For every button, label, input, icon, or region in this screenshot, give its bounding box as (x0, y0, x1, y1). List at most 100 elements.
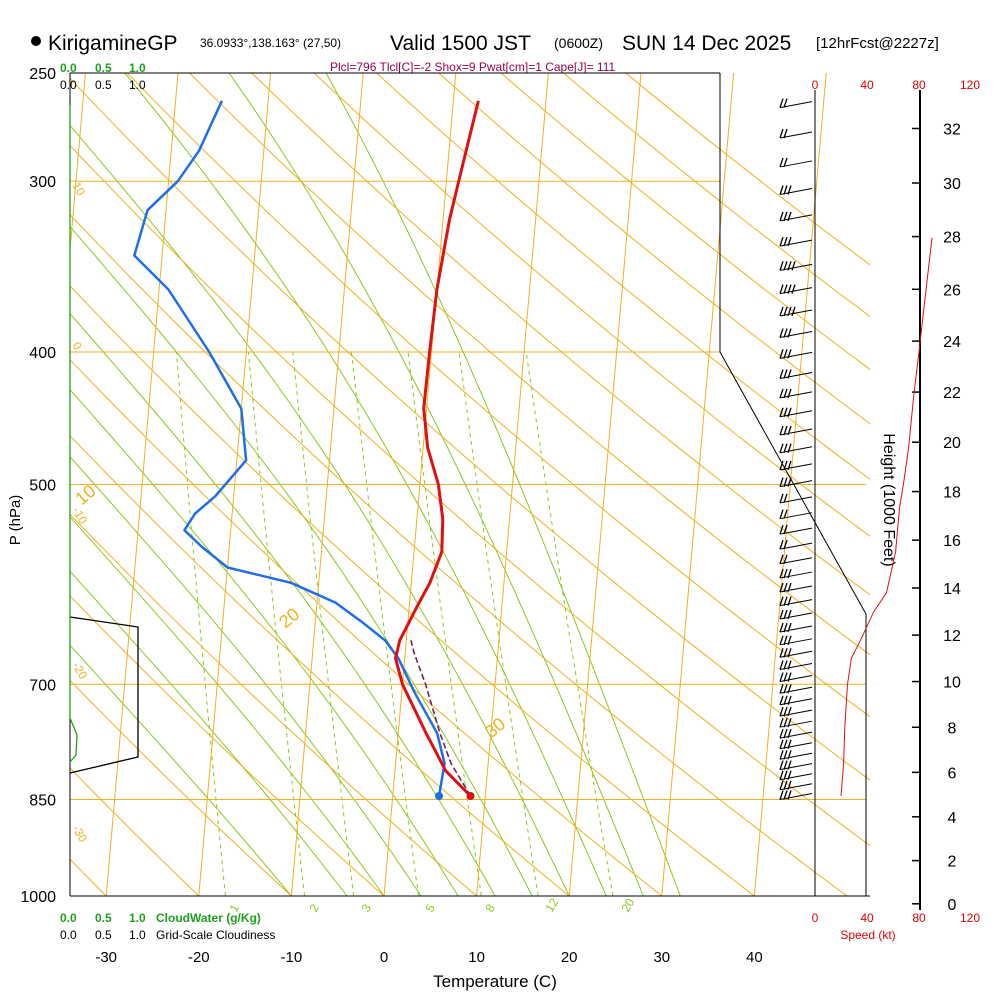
wind-barb-shaft (779, 188, 813, 196)
wind-barb-feather (779, 509, 784, 519)
wind-barb-feather (779, 539, 784, 550)
wind-barb-feather (779, 706, 784, 717)
wind-barb-feather (787, 369, 792, 379)
x-axis-title: Temperature (C) (433, 972, 557, 991)
valid-date: SUN 14 Dec 2025 (622, 32, 791, 55)
wind-barb-feather (779, 684, 784, 694)
wind-barb-shaft (779, 752, 813, 760)
wind-barb-feather (787, 780, 792, 790)
wind-barb-feather (783, 596, 788, 606)
wind-barb-feather (787, 622, 792, 633)
pressure-tick-label: 1000 (20, 889, 56, 906)
cloud-water-label: CloudWater (g/Kg) (156, 911, 261, 925)
wind-barb-feather (787, 284, 792, 294)
cloud-water-line (69, 105, 78, 763)
wind-barb-feather (779, 770, 784, 780)
dry-adiabats (0, 73, 870, 896)
moist-adiabat-line (228, 73, 644, 896)
cloudiness-scale-bottom-1: 0.5 (95, 928, 112, 942)
wind-barb (779, 211, 813, 222)
dry-adiabat-line (438, 73, 870, 425)
cloudiness-scale-bottom-2: 1.0 (129, 928, 146, 942)
cloud-water-scale-top-0: 0.0 (60, 61, 77, 75)
wind-barb-shaft (779, 351, 813, 359)
wind-barb-feather (787, 425, 792, 436)
wind-barb-feather (783, 128, 788, 139)
wind-barb (779, 648, 813, 658)
dry-adiabat-line (70, 513, 477, 896)
wind-barb-shaft (779, 527, 813, 535)
pressure-tick-label: 700 (29, 677, 56, 694)
wind-barb-feather (779, 622, 784, 633)
site-marker-dot (31, 36, 41, 46)
wind-barb (779, 236, 813, 247)
wind-barb-feather (783, 790, 788, 800)
x-tick-label: 30 (653, 949, 670, 966)
wind-barb-feather (787, 770, 792, 780)
wind-barb-feather (783, 684, 788, 694)
dry-adiabat-line (70, 595, 385, 896)
wind-barb-shaft (779, 763, 813, 771)
forecast-info: [12hrFcst@2227z] (816, 35, 939, 52)
zulu-time: (0600Z) (554, 35, 603, 51)
dry-adiabat-line (376, 73, 870, 480)
wind-barb (779, 443, 813, 454)
wind-barb-feather (783, 284, 788, 294)
x-tick-label: -10 (281, 949, 303, 966)
wind-barb-feather (783, 660, 788, 670)
wind-barb-feather (783, 609, 788, 620)
cloud-water-scale-top-2: 1.0 (129, 61, 146, 75)
wind-barb-feather (779, 98, 784, 108)
wind-barb-feather (783, 349, 788, 359)
wind-barb-shaft (779, 371, 813, 379)
dry-adiabat-line (189, 73, 870, 656)
x-tick-label: -30 (95, 949, 117, 966)
wind-barb-feather (783, 236, 788, 247)
wind-barb-feather (791, 284, 796, 294)
wind-barb-shaft (779, 625, 813, 633)
wind-barb-feather (779, 185, 784, 195)
wind-barb-feather (779, 672, 784, 682)
wind-barb (779, 509, 813, 520)
valid-time: Valid 1500 JST (390, 32, 531, 55)
wind-barb-feather (779, 739, 784, 749)
wind-barb-feather (787, 706, 792, 717)
x-tick-label: -20 (188, 949, 210, 966)
wind-barb-feather (783, 635, 788, 646)
wind-barb-feather (787, 261, 792, 271)
wind-barb-feather (787, 211, 792, 222)
speed-scale-top-1: 40 (860, 78, 874, 92)
mixing-ratio-label: 20 (618, 896, 637, 915)
wind-barb-shaft (779, 585, 813, 593)
wind-barb-shaft (779, 731, 813, 739)
dry-adiabat-line (313, 73, 870, 537)
height-tick-label: 16 (943, 533, 961, 550)
wind-barb-feather (783, 706, 788, 717)
wind-barb (779, 717, 813, 728)
wind-barb-feather (783, 739, 788, 749)
pressure-tick-label: 400 (29, 345, 56, 362)
mixing-ratio-line (175, 351, 226, 896)
wind-barb-feather (779, 477, 784, 487)
wind-barb-feather (783, 185, 788, 195)
dry-adiabat-left-label: -10 (69, 505, 90, 527)
dry-adiabat-line (126, 73, 870, 718)
wind-barb-feather (783, 539, 788, 550)
cloudiness-scale-top-0: 0.0 (60, 78, 77, 92)
parcel-line (410, 640, 472, 797)
wind-barb (779, 98, 813, 109)
speed-scale-top-0: 0 (812, 78, 819, 92)
dry-adiabat-label: 20 (275, 604, 303, 632)
wind-barb-feather (787, 477, 792, 487)
wind-barb-feather (787, 185, 792, 195)
wind-barb (779, 790, 813, 801)
moist-adiabat-line (70, 124, 570, 896)
wind-barb (779, 407, 813, 418)
wind-barb-shaft (779, 571, 813, 579)
dry-adiabat-line (0, 73, 14, 896)
mixing-ratio-label: 3 (358, 901, 374, 914)
speed-scale-top-3: 120 (960, 78, 980, 92)
wind-barb-feather (787, 328, 792, 338)
dry-adiabat-line (70, 285, 755, 896)
wind-barb-feather (787, 684, 792, 694)
